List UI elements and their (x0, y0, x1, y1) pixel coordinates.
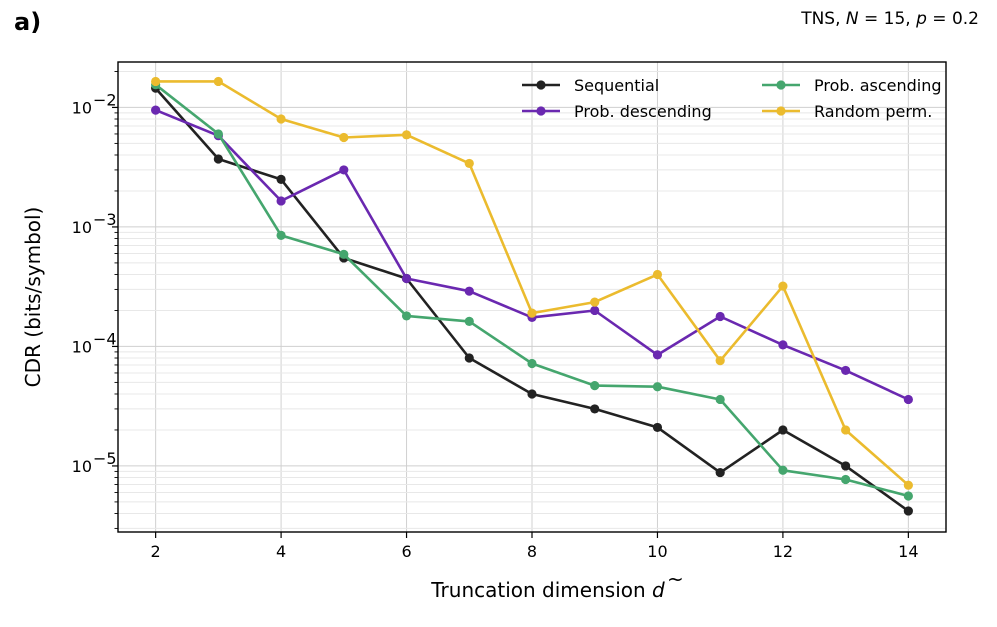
data-point (778, 465, 788, 475)
data-point (213, 76, 223, 87)
data-point (778, 425, 788, 435)
data-point (841, 425, 851, 435)
data-point (903, 491, 913, 501)
data-point (652, 422, 663, 433)
data-point (652, 382, 663, 392)
legend: Sequential Prob. descending Prob. ascendin… (522, 76, 942, 121)
data-point (464, 353, 474, 363)
y-tick-label: 10 (72, 457, 92, 476)
data-point (841, 461, 851, 471)
data-point (213, 154, 223, 164)
legend-label: Sequential (574, 76, 659, 95)
data-point (213, 129, 223, 139)
data-point (715, 394, 725, 405)
data-point (841, 365, 851, 376)
data-point (276, 114, 286, 124)
legend-marker (776, 106, 786, 116)
data-point (590, 297, 600, 307)
data-point (590, 305, 600, 316)
data-point (652, 350, 663, 360)
y-axis-label: CDR (bits/symbol) (21, 207, 45, 388)
x-axis-label-accent: ~ (667, 567, 684, 591)
y-tick-exponent: −3 (93, 210, 117, 229)
data-point (464, 158, 474, 169)
data-point (715, 467, 725, 478)
data-point (401, 130, 412, 140)
y-tick-label: 10 (72, 98, 92, 117)
data-point (715, 311, 725, 322)
data-point (276, 196, 286, 206)
data-point (339, 132, 349, 143)
data-point (527, 308, 537, 318)
data-point (151, 105, 161, 115)
x-tick-label: 14 (898, 542, 918, 561)
data-point (339, 249, 349, 259)
y-tick-label: 10 (72, 337, 92, 356)
x-tick-label: 8 (527, 542, 537, 561)
corner-annotation: TNS, N = 15, p = 0.2 (800, 9, 979, 29)
data-point (715, 356, 725, 366)
x-axis-label: Truncation dimension d (430, 578, 665, 602)
y-tick-label: 10 (72, 218, 92, 237)
data-point (778, 281, 788, 291)
data-point (401, 311, 412, 321)
x-tick-label: 4 (276, 542, 286, 561)
data-point (276, 174, 286, 184)
data-point (778, 340, 788, 350)
panel-label: a) (14, 8, 41, 36)
data-point (903, 394, 913, 405)
legend-label: Prob. ascending (814, 76, 942, 95)
data-point (464, 286, 474, 296)
legend-label: Prob. descending (574, 102, 712, 121)
legend-marker (776, 80, 786, 90)
data-point (401, 273, 412, 284)
legend-marker (536, 80, 546, 90)
y-tick-exponent: −2 (93, 90, 117, 109)
series-lines (151, 76, 913, 516)
grid (118, 62, 946, 532)
plot-frame (117, 61, 947, 533)
y-tick-exponent: −5 (93, 449, 117, 468)
data-point (464, 316, 474, 326)
data-point (339, 165, 349, 175)
data-point (527, 389, 537, 399)
x-tick-label: 10 (647, 542, 667, 561)
y-tick-exponent: −4 (93, 329, 117, 348)
data-point (151, 76, 161, 87)
data-point (903, 506, 913, 516)
legend-marker (536, 106, 546, 116)
data-point (652, 269, 663, 280)
data-point (841, 474, 851, 485)
data-point (590, 404, 600, 414)
legend-label: Random perm. (814, 102, 932, 121)
data-point (527, 358, 537, 369)
x-tick-label: 2 (151, 542, 161, 561)
data-point (276, 230, 286, 240)
x-tick-label: 6 (401, 542, 411, 561)
data-point (903, 480, 913, 490)
data-point (590, 381, 600, 391)
x-tick-label: 12 (773, 542, 793, 561)
